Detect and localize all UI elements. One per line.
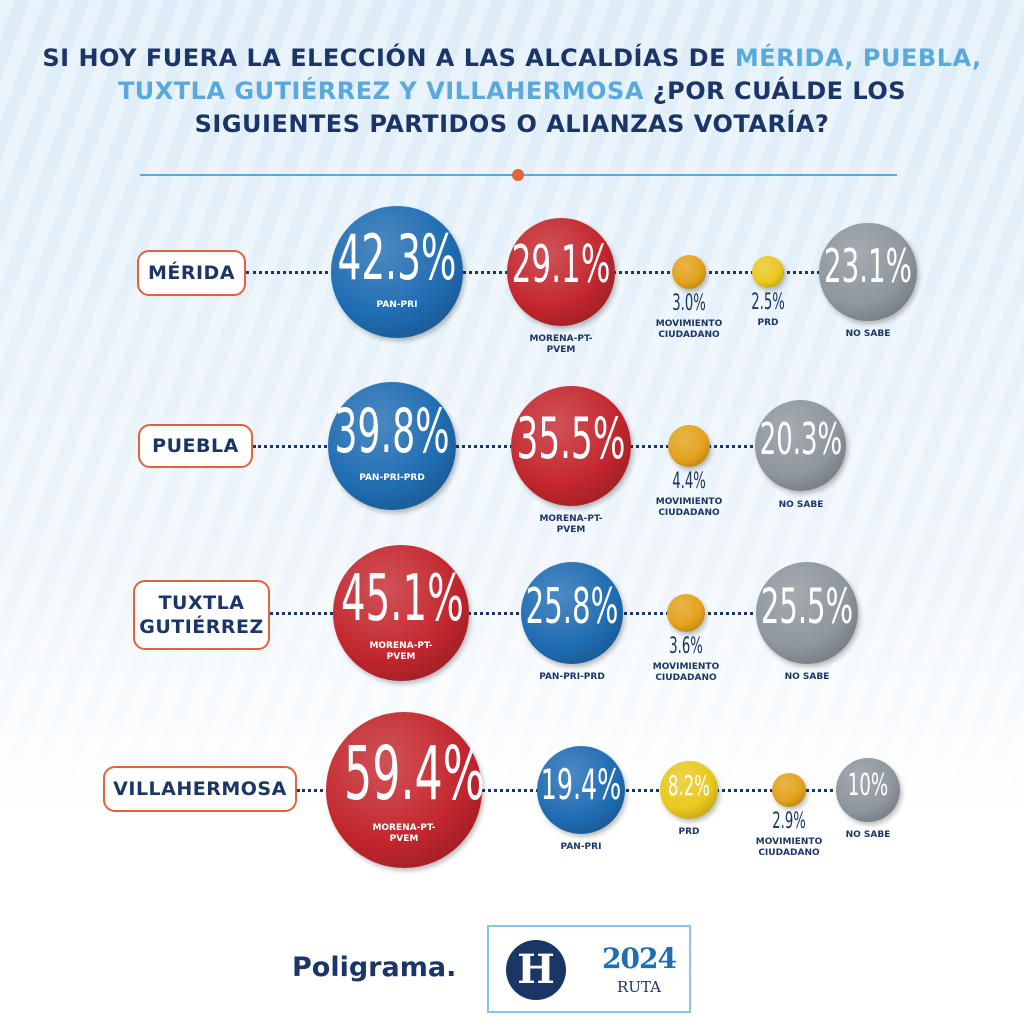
value-label: 23.1%	[824, 239, 912, 294]
bubble	[771, 772, 807, 808]
bubble	[506, 217, 616, 327]
value-label: 3.6%	[669, 634, 703, 660]
value-label: 45.1%	[341, 561, 464, 637]
category-label: MOVIMIENTO CIUDADANO	[655, 497, 723, 519]
bubble	[667, 424, 711, 468]
value-label: 19.4%	[540, 759, 622, 809]
value-label: 39.8%	[334, 397, 450, 468]
category-label: MORENA-PT-PVEM	[369, 641, 433, 663]
value-label: 25.8%	[525, 578, 619, 635]
category-label: MOVIMIENTO CIUDADANO	[652, 662, 720, 684]
value-label: 35.5%	[516, 405, 626, 472]
row-label: MÉRIDA	[137, 250, 246, 296]
bubble	[836, 758, 900, 822]
brand: Poligrama.	[292, 952, 457, 983]
bubble	[752, 256, 784, 288]
category-label: NO SABE	[784, 672, 830, 682]
bubble	[536, 745, 626, 835]
bubble	[326, 712, 482, 868]
category-label: MORENA-PT-PVEM	[372, 822, 436, 844]
value-label: 29.1%	[511, 234, 611, 295]
ruta: RUTA	[617, 978, 661, 996]
category-label: MORENA-PT-PVEM	[529, 334, 593, 356]
value-label: 2.5%	[751, 289, 785, 315]
title-part: SI HOY FUERA LA ELECCIÓN A LAS ALCALDÍAS…	[42, 44, 735, 72]
category-label: MORENA-PT-PVEM	[539, 514, 603, 536]
category-label: NO SABE	[845, 328, 891, 339]
row-label: VILLAHERMOSA	[103, 766, 297, 812]
value-label: 8.2%	[668, 770, 710, 802]
title-highlight: MÉRIDA, PUEBLA, TUXTLA GUTIÉRREZ Y VILLA…	[117, 44, 982, 105]
bubble	[671, 254, 707, 290]
bubble	[328, 382, 456, 510]
bubble	[660, 761, 718, 819]
row-label: TUXTLA GUTIÉRREZ	[133, 580, 270, 650]
title: SI HOY FUERA LA ELECCIÓN A LAS ALCALDÍAS…	[40, 42, 984, 141]
value-label: 20.3%	[759, 415, 843, 466]
value-label: 25.5%	[760, 578, 854, 635]
value-label: 42.3%	[337, 221, 457, 295]
bubble	[819, 223, 917, 321]
category-label: PAN-PRI-PRD	[539, 672, 605, 683]
category-label: PRD	[678, 826, 700, 837]
divider-dot	[512, 169, 524, 181]
bubble	[666, 593, 706, 633]
category-label: NO SABE	[845, 829, 891, 840]
category-label: MOVIMIENTO CIUDADANO	[755, 837, 823, 859]
bubble	[510, 385, 632, 507]
bubble	[755, 400, 847, 492]
category-label: PAN-PRI	[376, 299, 418, 310]
value-label: 4.4%	[672, 469, 706, 495]
bubble	[755, 561, 858, 664]
value-label: 2.9%	[772, 809, 806, 835]
category-label: PRD	[757, 317, 779, 328]
bubble	[520, 561, 624, 665]
bubble	[331, 206, 463, 338]
value-label: 10%	[847, 768, 889, 804]
category-label: NO SABE	[778, 499, 824, 510]
category-label: MOVIMIENTO CIUDADANO	[655, 319, 723, 341]
value-label: 59.4%	[344, 731, 485, 818]
bubble	[333, 545, 469, 681]
ruta-year: 2024	[602, 942, 677, 975]
row-label: PUEBLA	[138, 424, 253, 468]
category-label: PAN-PRI	[560, 842, 602, 853]
title-part: ¿POR CUÁLDE LOS SIGUIENTES PARTIDOS O AL…	[194, 77, 907, 138]
logo-h: H	[506, 940, 566, 1000]
category-label: PAN-PRI-PRD	[359, 472, 425, 483]
value-label: 3.0%	[672, 291, 706, 317]
